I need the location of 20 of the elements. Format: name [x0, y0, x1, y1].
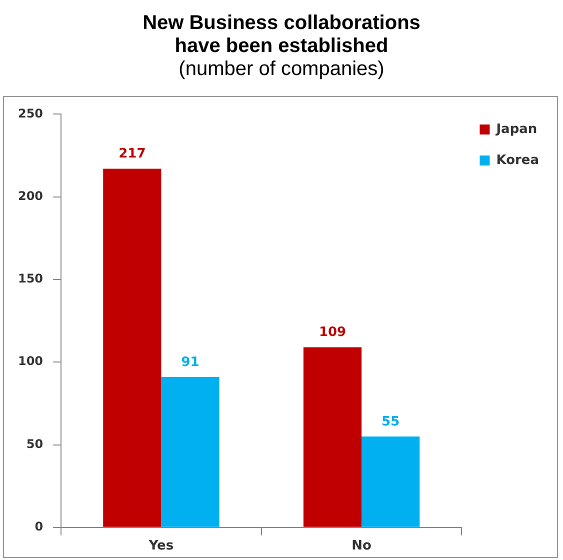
- data-label: 109: [318, 325, 346, 340]
- bar: [103, 168, 162, 527]
- legend-label: Korea: [496, 152, 540, 168]
- data-label: 91: [181, 354, 200, 370]
- y-tick-label: 0: [34, 520, 44, 534]
- data-label: 55: [382, 414, 400, 430]
- x-tick-label: Yes: [148, 538, 174, 554]
- bar: [161, 376, 220, 527]
- y-tick-label: 250: [18, 106, 44, 120]
- y-tick-label: 200: [18, 188, 44, 203]
- legend-label: Japan: [495, 122, 538, 137]
- x-tick-label: No: [352, 538, 372, 554]
- chart-title: New Business collaborations have been established: [142, 12, 422, 58]
- chart-subtitle: (number of companies): [178, 58, 386, 80]
- bar: [303, 347, 362, 527]
- y-tick-label: 150: [18, 272, 44, 286]
- bar: [362, 436, 420, 527]
- y-tick-label: 100: [18, 354, 44, 368]
- y-tick-label: 50: [26, 436, 44, 451]
- data-label: 217: [118, 146, 146, 162]
